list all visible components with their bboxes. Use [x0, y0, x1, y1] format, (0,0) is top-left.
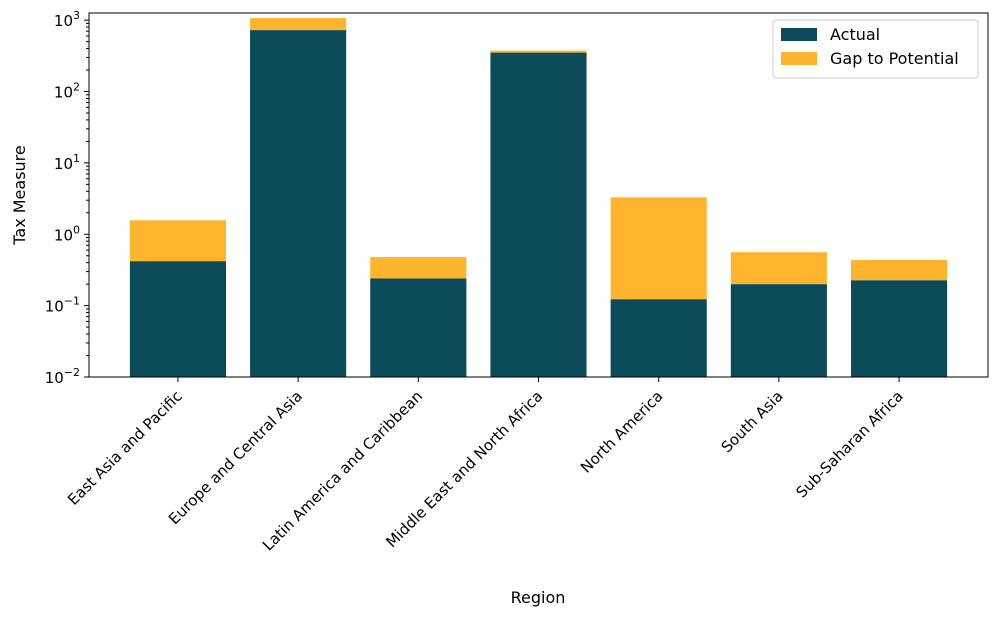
bar-gap-to-potential	[730, 252, 827, 285]
bar-gap-to-potential	[610, 197, 707, 300]
legend: Actual Gap to Potential	[772, 19, 979, 79]
x-tick-label: Europe and Central Asia	[165, 387, 306, 528]
x-tick-label: Sub-Saharan Africa	[792, 387, 906, 501]
y-tick-label: 10−2	[45, 366, 80, 387]
bar-actual	[850, 280, 948, 377]
y-axis-ticks: 10−2 10−1 100 101 102 103	[45, 9, 89, 387]
bar-gap-to-potential	[129, 220, 227, 262]
x-axis-label: Region	[511, 588, 566, 607]
legend-label: Actual	[830, 25, 880, 44]
y-tick-label: 101	[54, 152, 80, 173]
bar-actual	[250, 30, 347, 378]
legend-box	[772, 19, 979, 79]
bar-actual	[129, 261, 227, 377]
y-tick-label: 103	[54, 9, 80, 30]
bar-gap-to-potential	[490, 50, 587, 53]
y-axis-label: Tax Measure	[10, 145, 29, 245]
x-tick-label: East Asia and Pacific	[64, 387, 186, 509]
bar-gap-to-potential	[370, 257, 467, 279]
bar-gap-to-potential	[250, 18, 347, 31]
bar-actual	[490, 52, 587, 377]
legend-swatch	[781, 52, 817, 65]
y-tick-label: 100	[54, 223, 80, 244]
bar-gap-to-potential	[850, 259, 948, 281]
y-tick-label: 10−1	[45, 295, 80, 316]
legend-label: Gap to Potential	[830, 49, 959, 68]
bar-actual	[370, 278, 467, 377]
bars	[129, 18, 948, 378]
legend-swatch	[781, 28, 817, 41]
x-tick-label: South Asia	[718, 387, 787, 456]
bar-actual	[730, 284, 827, 377]
x-tick-label: North America	[577, 387, 667, 477]
y-tick-label: 102	[54, 81, 80, 102]
bar-actual	[610, 299, 707, 377]
